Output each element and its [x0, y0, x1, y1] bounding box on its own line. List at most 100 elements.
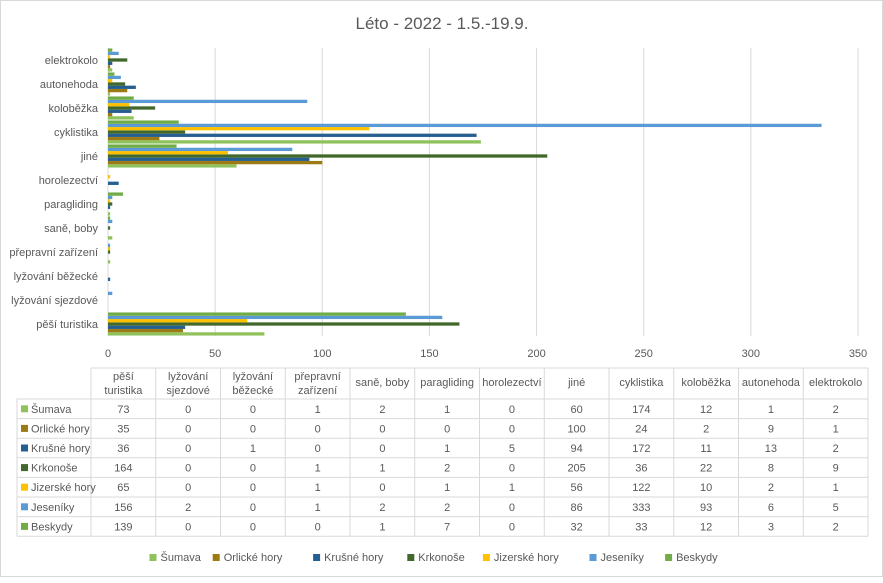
table-cell: 36: [635, 463, 647, 475]
table-header: cyklistika: [619, 377, 664, 389]
x-tick-label: 350: [849, 348, 867, 360]
table-cell: 11: [700, 443, 711, 455]
table-cell: 1: [833, 423, 839, 435]
legend-key: [149, 554, 157, 561]
bar: [108, 106, 156, 110]
legend-key: [407, 554, 415, 561]
bar: [108, 312, 406, 316]
table-cell: 65: [117, 482, 129, 494]
table-cell: 156: [114, 502, 132, 514]
table-cell: 0: [379, 482, 385, 494]
table-header: přepravní zařízení: [294, 371, 340, 397]
row-label: Jizerské hory: [31, 482, 96, 494]
bar: [108, 328, 183, 333]
table-cell: 0: [185, 404, 191, 416]
table-header: horolezectví: [482, 377, 541, 389]
table-cell: 0: [185, 521, 191, 533]
table-cell: 10: [700, 482, 712, 494]
table-header: pěší turistika: [104, 371, 143, 397]
bar: [108, 202, 113, 206]
table-cell: 164: [114, 463, 132, 475]
legend-key: [589, 554, 597, 561]
x-tick-label: 300: [742, 348, 760, 360]
table-cell: 1: [315, 482, 321, 494]
table-cell: 9: [768, 423, 774, 435]
bar: [108, 61, 113, 65]
bar: [108, 55, 111, 59]
bar: [108, 192, 123, 196]
row-legend-key: [21, 444, 28, 452]
table-cell: 2: [768, 482, 774, 494]
category-label: saně, boby: [44, 223, 98, 235]
table-cell: 1: [315, 502, 321, 514]
bar: [108, 216, 111, 220]
table-cell: 0: [315, 443, 321, 455]
bar: [108, 157, 310, 161]
table-cell: 60: [571, 404, 583, 416]
table-cell: 35: [117, 423, 129, 435]
bar: [108, 277, 111, 281]
table-cell: 122: [632, 482, 650, 494]
row-legend-key: [21, 464, 28, 472]
category-label: cyklistika: [54, 127, 99, 139]
table-header: paragliding: [420, 377, 474, 389]
bar: [108, 112, 113, 117]
table-cell: 2: [833, 443, 839, 455]
bars: [108, 48, 822, 336]
x-tick-label: 50: [209, 348, 221, 360]
bar: [108, 151, 228, 155]
bar: [108, 332, 265, 336]
x-tick-label: 200: [527, 348, 545, 360]
table-header: lyžování sjezdové: [166, 371, 209, 397]
category-label: lyžování běžecké: [14, 271, 98, 283]
category-label: přepravní zařízení: [9, 247, 98, 259]
legend-label: Šumava: [161, 551, 202, 564]
table-cell: 2: [444, 502, 450, 514]
bar: [108, 103, 130, 107]
bar: [108, 123, 822, 128]
table-cell: 0: [185, 463, 191, 475]
row-label: Krkonoše: [31, 463, 77, 475]
table-cell: 86: [571, 502, 583, 514]
bar: [108, 51, 119, 56]
legend: Šumava Orlické hory Krušné hory Krkonoše Jiz…: [149, 551, 718, 564]
table-cell: 2: [185, 502, 191, 514]
bar: [108, 82, 126, 86]
table-cell: 12: [700, 521, 712, 533]
table-cell: 174: [632, 404, 650, 416]
table-cell: 0: [509, 463, 515, 475]
table-header: saně, boby: [355, 377, 409, 389]
bar: [108, 68, 113, 72]
row-label: Jeseníky: [31, 502, 75, 514]
x-tick-labels: 0 50 100 150 200 250 300 350: [105, 348, 867, 360]
bar: [108, 85, 136, 89]
table-cell: 12: [700, 404, 712, 416]
row-label: Šumava: [31, 403, 72, 416]
table-cell: 93: [700, 502, 712, 514]
table-cell: 36: [117, 443, 129, 455]
bar: [108, 88, 128, 93]
x-tick-label: 100: [313, 348, 331, 360]
bar: [108, 120, 179, 124]
table-cell: 2: [379, 404, 385, 416]
bar: [108, 96, 134, 100]
table-header: autonehoda: [742, 377, 801, 389]
table-cell: 2: [379, 502, 385, 514]
row-legend-key: [21, 405, 28, 413]
table-cell: 0: [185, 423, 191, 435]
bar: [108, 181, 119, 185]
table-cell: 0: [315, 423, 321, 435]
bar: [108, 164, 237, 168]
table-cell: 0: [444, 423, 450, 435]
bar: [108, 291, 113, 296]
legend-key: [212, 554, 220, 561]
legend-key: [482, 554, 490, 561]
row-label: Krušné hory: [31, 443, 91, 455]
table-cell: 0: [509, 521, 515, 533]
row-legend-key: [21, 522, 28, 530]
legend-label: Jeseníky: [601, 552, 645, 564]
table-cell: 0: [250, 521, 256, 533]
bar: [108, 75, 121, 80]
table-header: lyžování běžecké: [232, 371, 273, 397]
bar: [108, 175, 111, 179]
